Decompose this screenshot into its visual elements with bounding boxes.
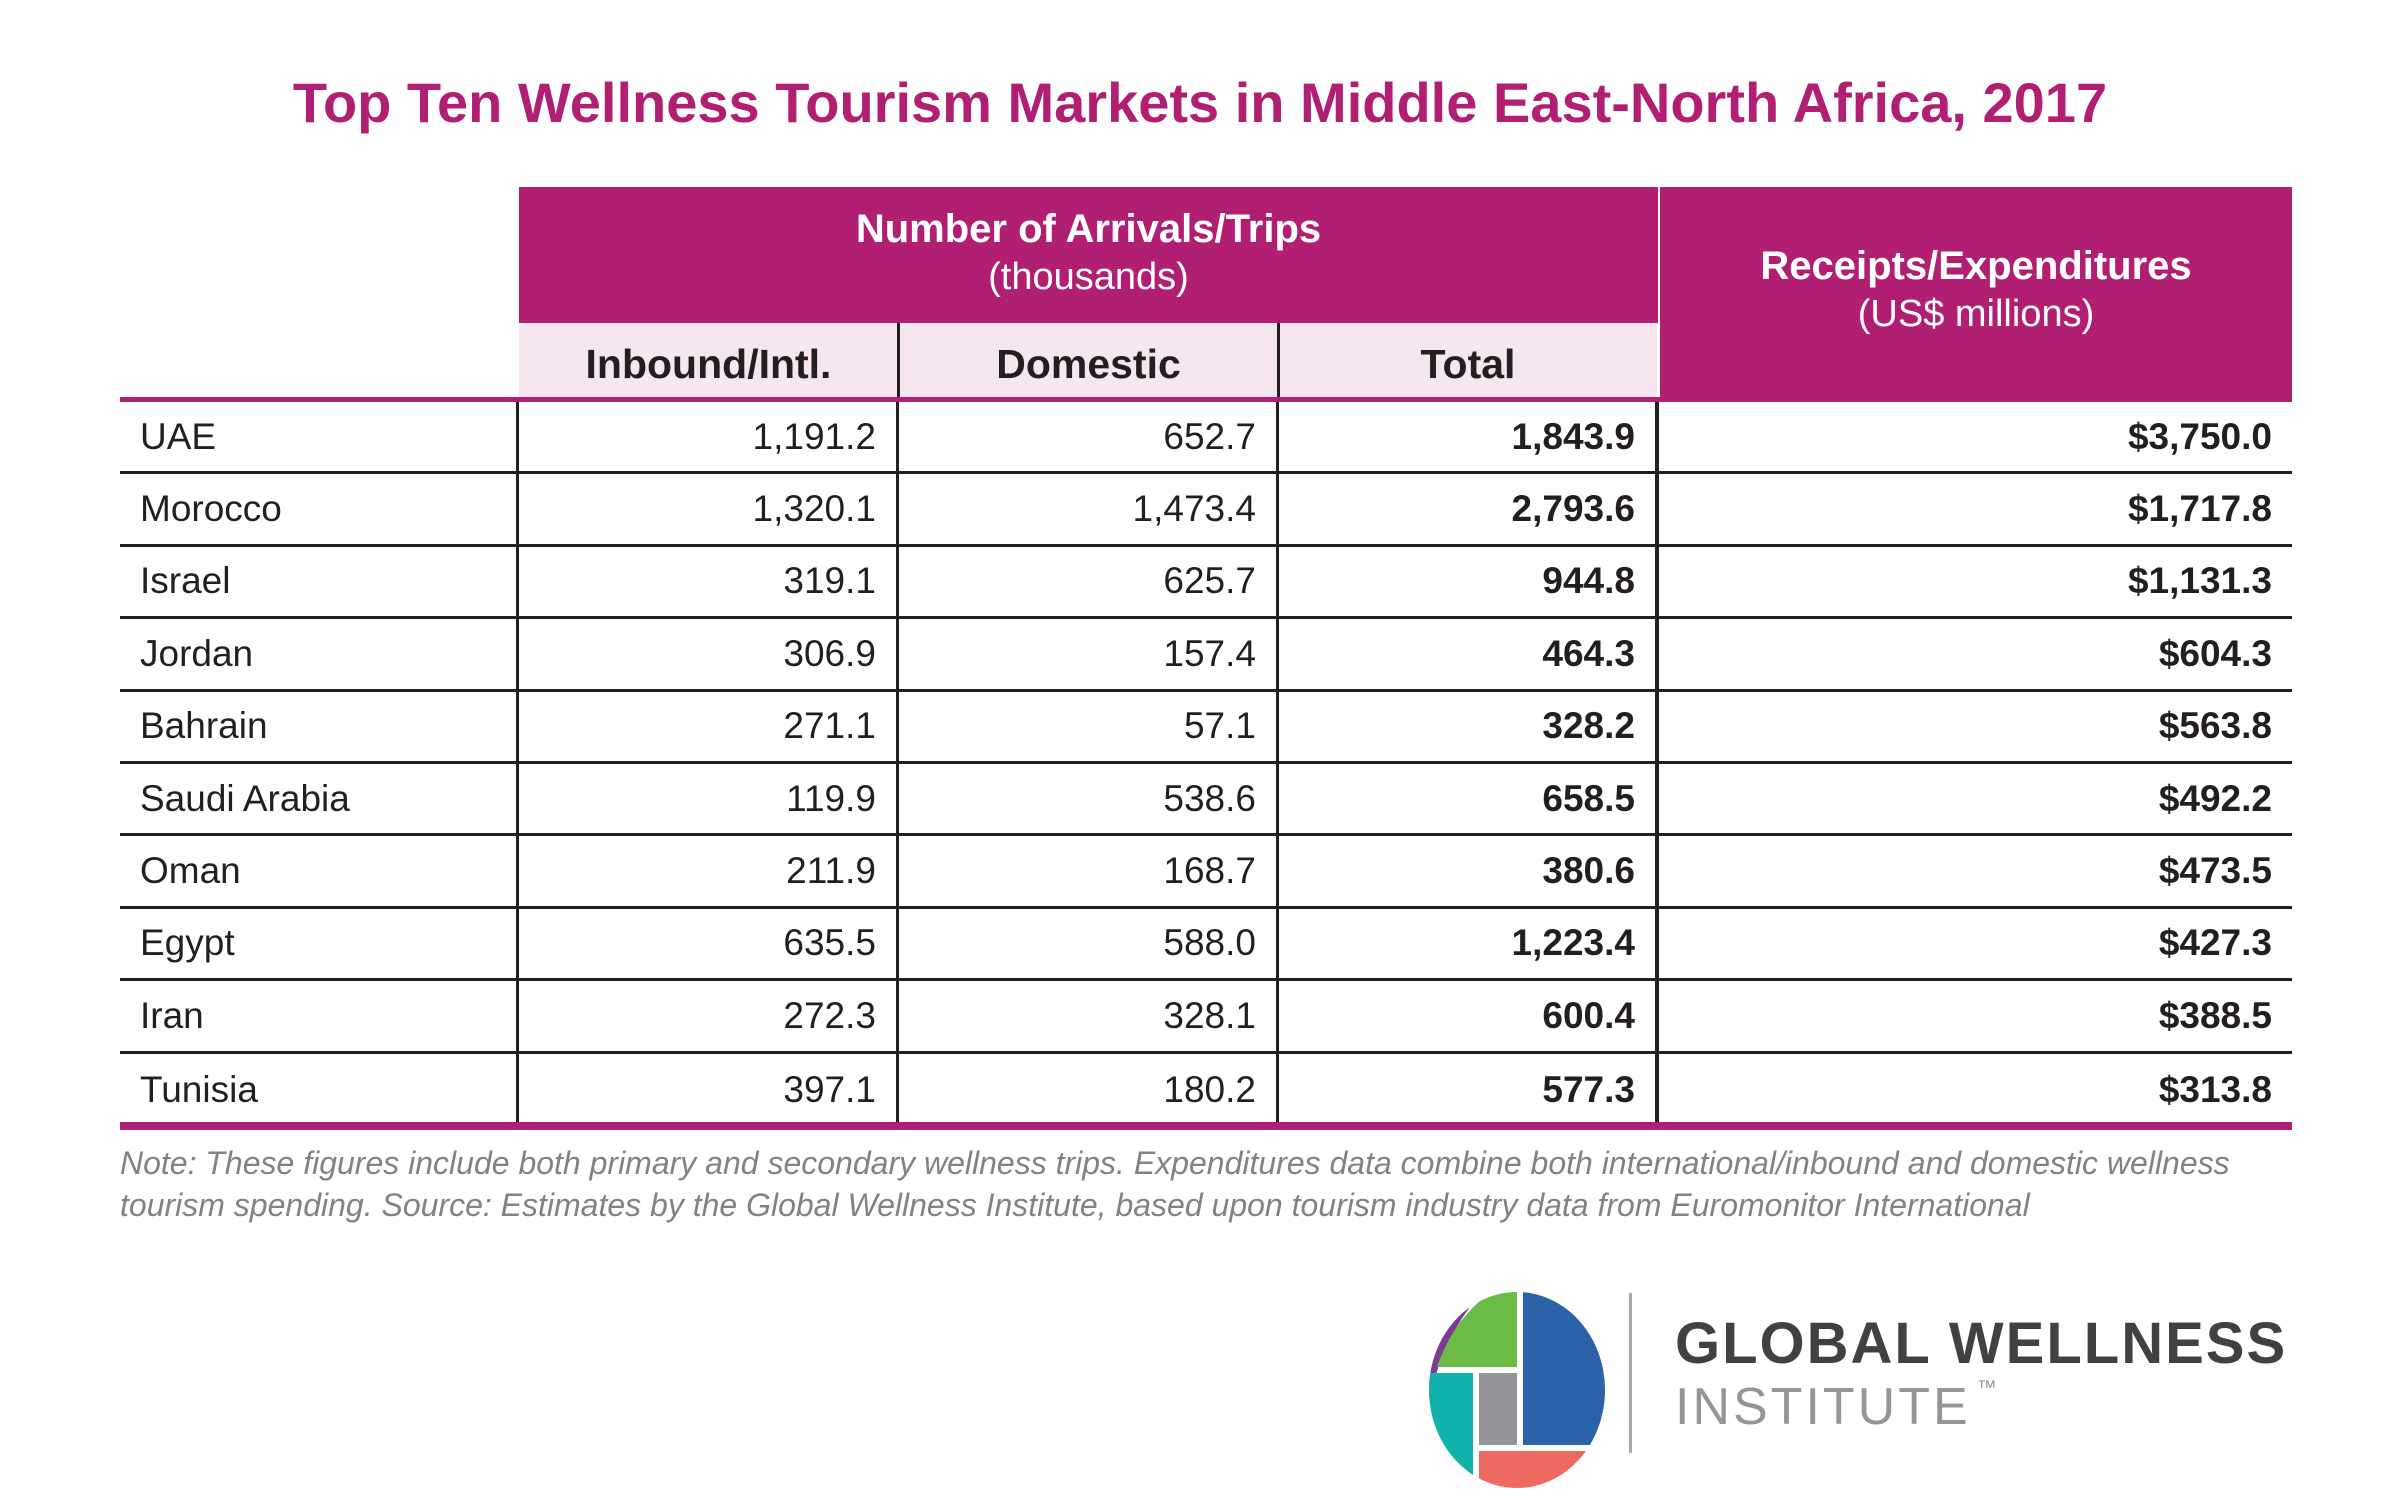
- total-cell: 464.3: [1279, 619, 1659, 689]
- country-cell: UAE: [120, 402, 519, 472]
- inbound-cell: 635.5: [519, 908, 899, 979]
- receipts-header-label: Receipts/Expenditures: [1760, 244, 2192, 288]
- domestic-cell: 328.1: [899, 981, 1279, 1051]
- receipts-cell: $313.8: [2158, 1068, 2272, 1110]
- total-cell: 1,223.4: [1279, 908, 1659, 979]
- total-cell: 944.8: [1279, 546, 1659, 617]
- gwi-logo-icon: [1429, 1292, 1605, 1488]
- country-cell: Oman: [120, 836, 519, 906]
- receipts-cell: $388.5: [2158, 994, 2272, 1036]
- table-row: Saudi Arabia 119.9 538.6 658.5 $492.2: [120, 763, 2292, 837]
- arrivals-header: Number of Arrivals/Trips (thousands): [519, 187, 1658, 323]
- logo-divider: [1629, 1293, 1632, 1453]
- subheader-inbound: Inbound/Intl.: [519, 323, 898, 400]
- domestic-cell: 57.1: [899, 691, 1279, 761]
- country-cell: Egypt: [120, 908, 519, 979]
- data-table: UAE 1,191.2 652.7 1,843.9 $3,750.0 Morocco 1,3…: [120, 402, 2292, 1126]
- inbound-cell: 1,191.2: [519, 402, 899, 472]
- country-cell: Saudi Arabia: [120, 763, 519, 834]
- column-divider: [897, 323, 900, 400]
- domestic-cell: 180.2: [899, 1053, 1279, 1126]
- total-cell: 328.2: [1279, 691, 1659, 761]
- total-cell: 577.3: [1279, 1053, 1659, 1126]
- footnote: Note: These figures include both primary…: [120, 1145, 2230, 1223]
- table-row: Jordan 306.9 157.4 464.3 $604.3: [120, 619, 2292, 692]
- logo-text-global-wellness: GLOBAL WELLNESS: [1675, 1311, 2288, 1376]
- inbound-cell: 319.1: [519, 546, 899, 617]
- footer-rule: [120, 1122, 2292, 1130]
- inbound-cell: 271.1: [519, 691, 899, 761]
- receipts-cell: $492.2: [2158, 777, 2272, 819]
- subheader-domestic: Domestic: [899, 323, 1278, 400]
- table-row: Tunisia 397.1 180.2 577.3 $313.8: [120, 1053, 2292, 1126]
- table-row: Iran 272.3 328.1 600.4 $388.5: [120, 981, 2292, 1054]
- domestic-cell: 588.0: [899, 908, 1279, 979]
- receipts-cell: $1,717.8: [2127, 488, 2272, 530]
- page-title: Top Ten Wellness Tourism Markets in Midd…: [292, 71, 2108, 134]
- inbound-cell: 272.3: [519, 981, 899, 1051]
- inbound-cell: 397.1: [519, 1053, 899, 1126]
- inbound-cell: 211.9: [519, 836, 899, 906]
- inbound-cell: 1,320.1: [519, 474, 899, 544]
- receipts-header-unit: (US$ millions): [1857, 293, 2095, 335]
- receipts-header: Receipts/Expenditures (US$ millions): [1660, 187, 2292, 400]
- total-cell: 658.5: [1279, 763, 1659, 834]
- subheader-total: Total: [1279, 323, 1657, 400]
- column-divider: [1277, 323, 1280, 400]
- domestic-cell: 652.7: [899, 402, 1279, 472]
- table-row: Egypt 635.5 588.0 1,223.4 $427.3: [120, 908, 2292, 982]
- table-row: UAE 1,191.2 652.7 1,843.9 $3,750.0: [120, 402, 2292, 475]
- domestic-cell: 538.6: [899, 763, 1279, 834]
- receipts-cell: $1,131.3: [2127, 560, 2272, 602]
- country-cell: Morocco: [120, 474, 519, 544]
- country-cell: Jordan: [120, 619, 519, 689]
- logo-text-institute: INSTITUTE ™: [1675, 1377, 1997, 1437]
- receipts-cell: $3,750.0: [2127, 415, 2272, 457]
- receipts-cell: $604.3: [2158, 632, 2272, 674]
- country-cell: Bahrain: [120, 691, 519, 761]
- receipts-cell: $473.5: [2158, 850, 2272, 892]
- country-cell: Israel: [120, 546, 519, 617]
- domestic-cell: 157.4: [899, 619, 1279, 689]
- country-cell: Iran: [120, 981, 519, 1051]
- arrivals-header-label: Number of Arrivals/Trips: [855, 207, 1322, 251]
- table-row: Bahrain 271.1 57.1 328.2 $563.8: [120, 691, 2292, 764]
- domestic-cell: 1,473.4: [899, 474, 1279, 544]
- header-rule: [120, 397, 2292, 402]
- country-cell: Tunisia: [120, 1053, 519, 1126]
- table-row: Oman 211.9 168.7 380.6 $473.5: [120, 836, 2292, 909]
- trademark-symbol: ™: [1976, 1377, 1997, 1399]
- table-row: Israel 319.1 625.7 944.8 $1,131.3: [120, 546, 2292, 620]
- domestic-cell: 168.7: [899, 836, 1279, 906]
- total-cell: 1,843.9: [1279, 402, 1659, 472]
- inbound-cell: 119.9: [519, 763, 899, 834]
- logo-text-institute-label: INSTITUTE: [1675, 1378, 1971, 1436]
- table-row: Morocco 1,320.1 1,473.4 2,793.6 $1,717.8: [120, 474, 2292, 547]
- domestic-cell: 625.7: [899, 546, 1279, 617]
- inbound-cell: 306.9: [519, 619, 899, 689]
- total-cell: 600.4: [1279, 981, 1659, 1051]
- receipts-cell: $563.8: [2158, 705, 2272, 747]
- total-cell: 380.6: [1279, 836, 1659, 906]
- receipts-cell: $427.3: [2158, 922, 2272, 964]
- arrivals-header-unit: (thousands): [988, 256, 1189, 298]
- total-cell: 2,793.6: [1279, 474, 1659, 544]
